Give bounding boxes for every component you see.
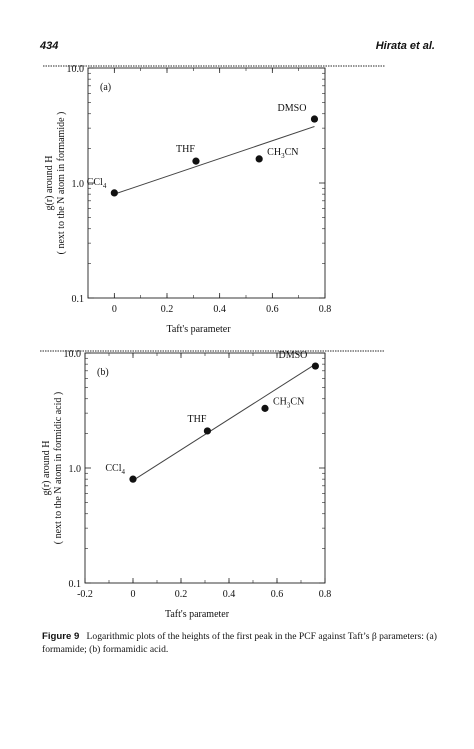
data-point bbox=[261, 404, 269, 412]
data-point bbox=[192, 157, 200, 165]
point-label-main: THF bbox=[187, 414, 206, 425]
data-point bbox=[311, 362, 319, 370]
running-title: Hirata et al. bbox=[375, 40, 435, 52]
point-label: THF bbox=[176, 144, 195, 155]
panel-label: (b) bbox=[97, 367, 109, 378]
point-label-main: CH bbox=[267, 147, 281, 158]
data-point bbox=[203, 427, 211, 435]
point-label: DMSO bbox=[278, 350, 307, 361]
x-tick-label: 0 bbox=[112, 304, 117, 315]
page-number: 434 bbox=[40, 40, 59, 52]
caption-label: Figure 9 bbox=[42, 631, 80, 642]
point-label-main: DMSO bbox=[278, 350, 307, 361]
x-tick-label: 0.6 bbox=[271, 589, 284, 600]
point-label: THF bbox=[187, 414, 206, 425]
data-point bbox=[129, 475, 137, 483]
y-axis-label-line1: g(r) around H bbox=[41, 441, 52, 496]
data-point bbox=[310, 115, 319, 123]
x-tick-label: 0 bbox=[131, 589, 136, 600]
point-label: CH3CN bbox=[273, 396, 304, 409]
chart-panel-a: 0 0.2 0.4 0.6 0.8 0.1 1.0 10.0 CCl4 THF CH3CN DMSO (… bbox=[43, 64, 385, 335]
point-label-subscript: 3 bbox=[281, 152, 285, 160]
y-tick-label: 10.0 bbox=[67, 64, 85, 75]
caption-text: Logarithmic plots of the heights of the … bbox=[42, 631, 437, 655]
data-point bbox=[255, 155, 263, 163]
point-label-main: CH bbox=[273, 396, 287, 407]
y-tick-label: 0.1 bbox=[72, 294, 85, 305]
data-point bbox=[110, 189, 118, 197]
x-tick-label: 0.2 bbox=[161, 304, 174, 315]
x-tick-label: 0.8 bbox=[319, 304, 332, 315]
point-label-subscript: 3 bbox=[287, 401, 291, 409]
point-label-main: CCl bbox=[87, 177, 103, 188]
x-tick-label: 0.4 bbox=[213, 304, 226, 315]
y-axis-label-line1: g(r) around H bbox=[44, 156, 55, 211]
page-header: 434 Hirata et al. bbox=[40, 40, 435, 56]
chart-panel-b: -0.2 0 0.2 0.4 0.6 0.8 0.1 1.0 10.0 CCl4 THF CH3CN D… bbox=[40, 349, 385, 620]
fit-line bbox=[114, 126, 315, 195]
y-axis-label-line2: ( next to the N atom in formamide ) bbox=[56, 112, 67, 255]
x-tick-label: 0.4 bbox=[223, 589, 236, 600]
point-label-subscript: 4 bbox=[122, 468, 126, 476]
x-tick-label: -0.2 bbox=[77, 589, 93, 600]
point-label: CH3CN bbox=[267, 147, 298, 160]
point-label: DMSO bbox=[278, 103, 307, 114]
point-label-main: CCl bbox=[105, 463, 121, 474]
point-label-suffix: CN bbox=[285, 147, 299, 158]
y-tick-label: 10.0 bbox=[64, 349, 82, 360]
point-label-main: DMSO bbox=[278, 103, 307, 114]
y-tick-label: 1.0 bbox=[72, 179, 85, 190]
y-axis-label-line2: ( next to the N atom in formidic acid ) bbox=[53, 392, 64, 544]
x-tick-label: 0.8 bbox=[319, 589, 332, 600]
point-label-subscript: 4 bbox=[103, 182, 107, 190]
panel-label: (a) bbox=[100, 82, 111, 93]
fit-line bbox=[132, 363, 316, 481]
point-label: CCl4 bbox=[87, 177, 107, 190]
point-label: CCl4 bbox=[105, 463, 125, 476]
x-tick-label: 0.6 bbox=[266, 304, 279, 315]
x-axis-label: Taft's parameter bbox=[165, 609, 230, 620]
x-axis-label: Taft's parameter bbox=[166, 324, 231, 335]
y-tick-label: 1.0 bbox=[69, 464, 82, 475]
y-tick-label: 0.1 bbox=[69, 579, 82, 590]
x-tick-label: 0.2 bbox=[175, 589, 188, 600]
figure-caption: Figure 9 Logarithmic plots of the height… bbox=[42, 630, 437, 656]
point-label-suffix: CN bbox=[290, 396, 304, 407]
point-label-main: THF bbox=[176, 144, 195, 155]
